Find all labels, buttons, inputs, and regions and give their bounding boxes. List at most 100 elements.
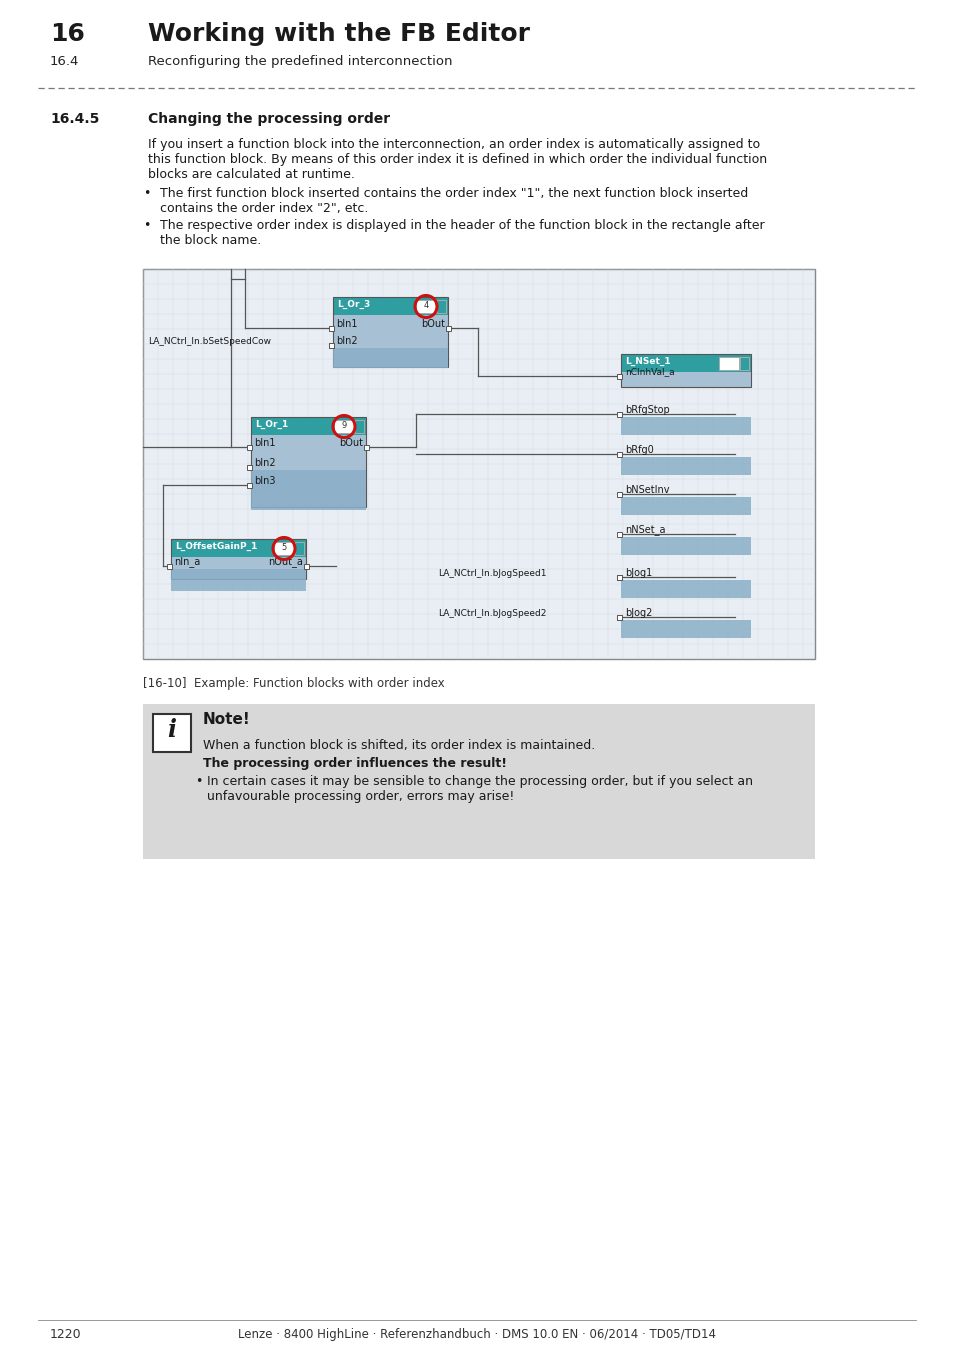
Bar <box>617 575 622 579</box>
Text: The processing order influences the result!: The processing order influences the resu… <box>203 757 506 769</box>
Text: bIn3: bIn3 <box>253 477 275 486</box>
Bar <box>274 541 294 555</box>
Bar <box>251 417 366 508</box>
Bar <box>247 464 253 470</box>
Bar <box>329 325 335 331</box>
Bar <box>333 315 448 367</box>
Text: In certain cases it may be sensible to change the processing order, but if you s: In certain cases it may be sensible to c… <box>207 775 752 788</box>
Bar <box>620 580 750 598</box>
Bar <box>364 444 369 450</box>
Bar <box>329 343 335 347</box>
Bar <box>152 714 191 752</box>
Text: the block name.: the block name. <box>160 234 261 247</box>
Bar <box>171 539 306 579</box>
Text: LA_NCtrl_In.bJogSpeed2: LA_NCtrl_In.bJogSpeed2 <box>437 609 546 617</box>
Text: bOut: bOut <box>338 437 363 448</box>
Text: 5: 5 <box>281 543 286 552</box>
Bar <box>329 343 335 347</box>
Bar <box>355 420 364 433</box>
Bar <box>620 620 750 639</box>
Text: nCInhVal_a: nCInhVal_a <box>624 367 674 377</box>
Bar <box>334 420 354 433</box>
Bar <box>143 703 814 859</box>
Bar <box>446 325 451 331</box>
Text: L_Or_1: L_Or_1 <box>254 420 288 429</box>
Text: nIn_a: nIn_a <box>173 556 200 567</box>
Bar <box>251 487 366 510</box>
Bar <box>620 354 750 373</box>
Text: bOut: bOut <box>420 319 444 329</box>
Text: Note!: Note! <box>203 711 251 728</box>
Text: •: • <box>194 775 202 788</box>
Text: Working with the FB Editor: Working with the FB Editor <box>148 22 530 46</box>
Bar <box>617 575 622 579</box>
Text: •: • <box>143 188 151 200</box>
Bar <box>617 614 622 620</box>
Text: If you insert a function block into the interconnection, an order index is autom: If you insert a function block into the … <box>148 138 760 151</box>
Text: 16.4.5: 16.4.5 <box>50 112 99 126</box>
Bar <box>171 568 306 591</box>
Bar <box>251 435 366 508</box>
Text: Lenze · 8400 HighLine · Referenzhandbuch · DMS 10.0 EN · 06/2014 · TD05/TD14: Lenze · 8400 HighLine · Referenzhandbuch… <box>237 1328 716 1341</box>
Bar <box>620 537 750 555</box>
Text: bRfgStop: bRfgStop <box>624 405 669 414</box>
Bar <box>620 373 750 387</box>
Text: LA_NCtrl_In.bJogSpeed1: LA_NCtrl_In.bJogSpeed1 <box>437 568 546 578</box>
Bar <box>620 417 750 435</box>
Bar <box>617 491 622 497</box>
Text: unfavourable processing order, errors may arise!: unfavourable processing order, errors ma… <box>207 790 514 803</box>
Bar <box>251 470 366 487</box>
Text: LA_NCtrl_In.bSetSpeedCow: LA_NCtrl_In.bSetSpeedCow <box>148 336 271 346</box>
Bar <box>620 458 750 475</box>
Bar <box>247 444 253 450</box>
Bar <box>436 300 446 313</box>
Text: blocks are calculated at runtime.: blocks are calculated at runtime. <box>148 167 355 181</box>
Bar <box>719 356 739 370</box>
Bar <box>171 539 306 558</box>
Bar <box>333 297 448 315</box>
Text: bIn1: bIn1 <box>253 437 275 448</box>
Bar <box>617 532 622 536</box>
Bar <box>617 614 622 620</box>
Bar <box>247 482 253 487</box>
Text: 9: 9 <box>341 421 346 431</box>
Text: bIn2: bIn2 <box>253 458 275 468</box>
Text: Reconfiguring the predefined interconnection: Reconfiguring the predefined interconnec… <box>148 55 452 68</box>
Bar <box>617 374 622 378</box>
Bar <box>333 297 448 367</box>
Bar <box>620 354 750 387</box>
Bar <box>171 558 306 579</box>
Bar <box>620 497 750 514</box>
Text: this function block. By means of this order index it is defined in which order t: this function block. By means of this or… <box>148 153 766 166</box>
Text: The respective order index is displayed in the header of the function block in t: The respective order index is displayed … <box>160 219 763 232</box>
Text: [16-10]  Example: Function blocks with order index: [16-10] Example: Function blocks with or… <box>143 676 444 690</box>
Bar <box>304 563 309 568</box>
Text: L_OffsetGainP_1: L_OffsetGainP_1 <box>174 541 257 551</box>
Text: bJog1: bJog1 <box>624 568 652 578</box>
Bar <box>617 412 622 417</box>
Text: 1220: 1220 <box>50 1328 82 1341</box>
Text: bJog2: bJog2 <box>624 608 652 618</box>
Bar <box>740 356 748 370</box>
Text: •: • <box>143 219 151 232</box>
Text: nOut_a: nOut_a <box>268 556 303 567</box>
Text: bIn1: bIn1 <box>335 319 357 329</box>
Bar <box>416 300 436 313</box>
Text: L_Or_3: L_Or_3 <box>336 300 370 309</box>
Text: Changing the processing order: Changing the processing order <box>148 112 390 126</box>
Text: L_NSet_1: L_NSet_1 <box>624 356 670 366</box>
Text: When a function block is shifted, its order index is maintained.: When a function block is shifted, its or… <box>203 738 595 752</box>
Text: nNSet_a: nNSet_a <box>624 525 665 536</box>
Bar <box>617 451 622 456</box>
Text: bIn2: bIn2 <box>335 336 357 346</box>
Bar <box>251 417 366 435</box>
Text: contains the order index "2", etc.: contains the order index "2", etc. <box>160 202 368 215</box>
Bar <box>294 541 304 555</box>
Bar <box>333 348 448 369</box>
Text: 16.4: 16.4 <box>50 55 79 68</box>
Text: 16: 16 <box>50 22 85 46</box>
Text: bRfg0: bRfg0 <box>624 446 653 455</box>
Text: bNSetInv: bNSetInv <box>624 485 669 495</box>
Text: i: i <box>168 718 176 743</box>
Text: 4: 4 <box>423 301 428 310</box>
